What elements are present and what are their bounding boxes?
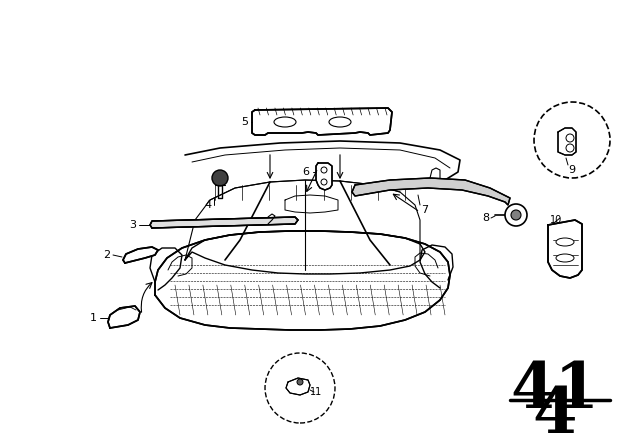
Circle shape — [566, 134, 574, 142]
Text: 5: 5 — [241, 117, 248, 127]
Ellipse shape — [329, 117, 351, 127]
Text: 1: 1 — [90, 313, 97, 323]
Circle shape — [505, 204, 527, 226]
Polygon shape — [352, 178, 510, 205]
Polygon shape — [548, 220, 582, 278]
Circle shape — [265, 353, 335, 423]
Text: 3: 3 — [129, 220, 136, 230]
Text: 4: 4 — [204, 200, 212, 210]
Polygon shape — [286, 378, 310, 395]
Polygon shape — [155, 231, 450, 330]
Polygon shape — [150, 217, 298, 228]
Ellipse shape — [556, 238, 574, 246]
Ellipse shape — [556, 254, 574, 262]
Text: 4: 4 — [532, 384, 577, 445]
Circle shape — [212, 170, 228, 186]
Circle shape — [511, 210, 521, 220]
Text: 7: 7 — [421, 205, 429, 215]
Text: 10: 10 — [550, 215, 562, 225]
Circle shape — [321, 179, 327, 185]
Text: 8: 8 — [483, 213, 490, 223]
Ellipse shape — [274, 117, 296, 127]
Polygon shape — [123, 247, 158, 263]
Text: 9: 9 — [568, 165, 575, 175]
Circle shape — [534, 102, 610, 178]
Text: 11: 11 — [310, 387, 322, 397]
Text: 41: 41 — [511, 359, 600, 421]
Text: 6: 6 — [303, 167, 310, 177]
Circle shape — [321, 167, 327, 173]
Polygon shape — [558, 128, 576, 155]
Circle shape — [566, 144, 574, 152]
Text: 2: 2 — [104, 250, 111, 260]
Circle shape — [297, 379, 303, 385]
Polygon shape — [252, 108, 392, 135]
Polygon shape — [316, 163, 332, 190]
Polygon shape — [108, 306, 140, 328]
